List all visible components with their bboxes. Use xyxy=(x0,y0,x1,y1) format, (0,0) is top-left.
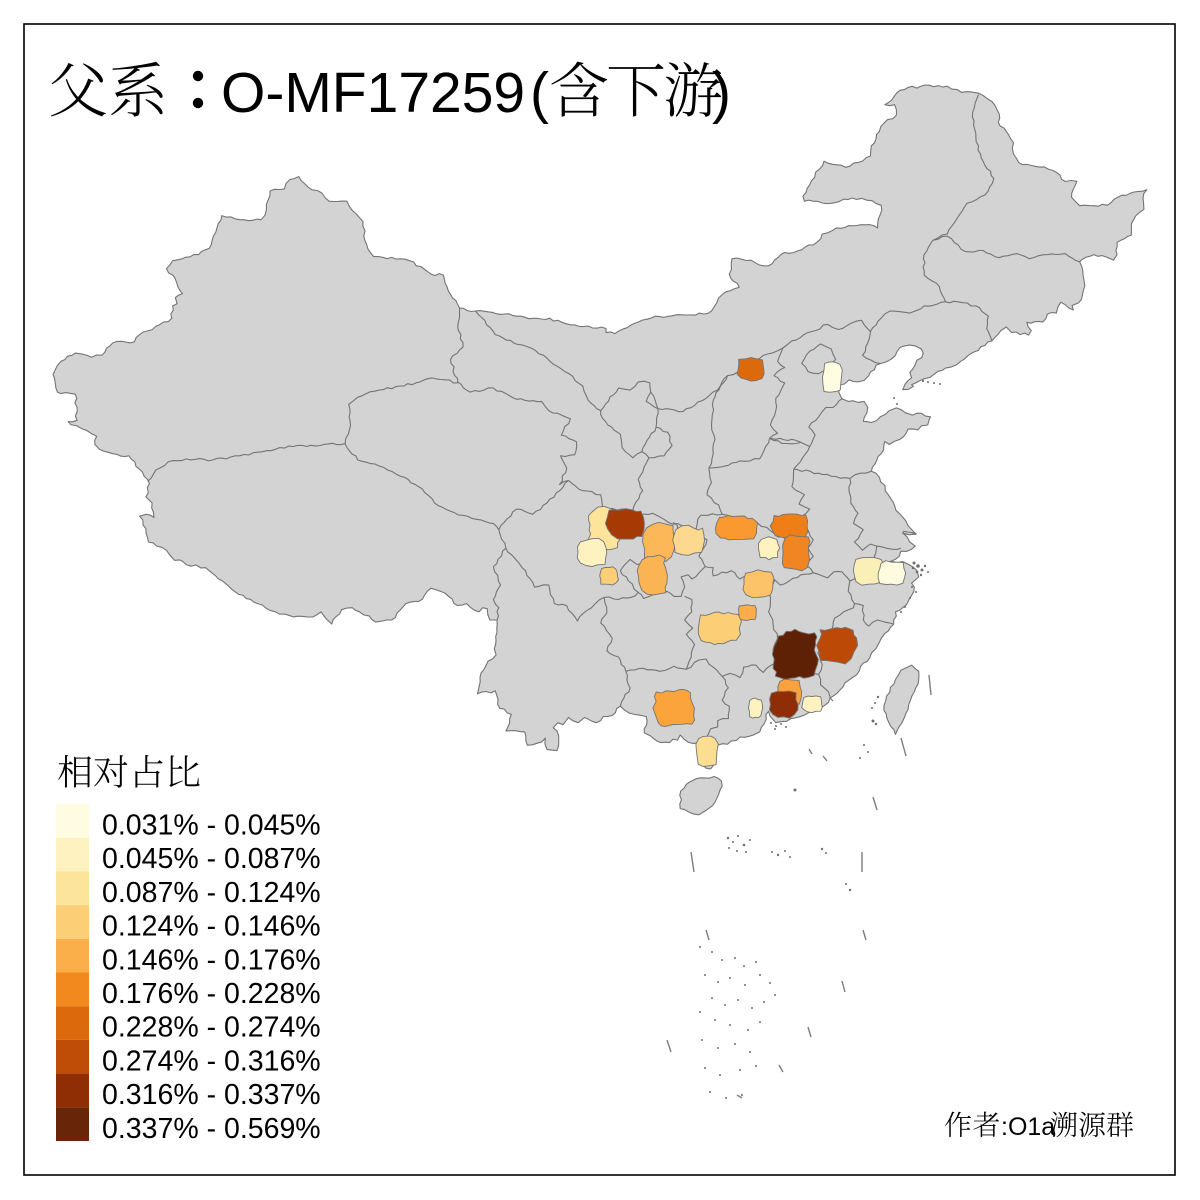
svg-text:0.146% - 0.176%: 0.146% - 0.176% xyxy=(102,944,321,976)
svg-text:0.274% - 0.316%: 0.274% - 0.316% xyxy=(102,1045,321,1077)
svg-text::O1a: :O1a xyxy=(1001,1113,1055,1141)
svg-text:0.228% - 0.274%: 0.228% - 0.274% xyxy=(102,1012,321,1044)
svg-text:0.316% - 0.337%: 0.316% - 0.337% xyxy=(102,1079,321,1111)
svg-text:0.045% - 0.087%: 0.045% - 0.087% xyxy=(102,843,321,875)
svg-text:O-MF17259: O-MF17259 xyxy=(221,61,525,125)
svg-text:(: ( xyxy=(530,61,549,125)
svg-text:): ) xyxy=(712,61,731,125)
svg-text:0.176% - 0.228%: 0.176% - 0.228% xyxy=(102,978,321,1010)
svg-text:0.031% - 0.045%: 0.031% - 0.045% xyxy=(102,810,321,842)
svg-text:0.337% - 0.569%: 0.337% - 0.569% xyxy=(102,1113,321,1145)
svg-text:0.124% - 0.146%: 0.124% - 0.146% xyxy=(102,911,321,943)
svg-text:0.087% - 0.124%: 0.087% - 0.124% xyxy=(102,877,321,909)
